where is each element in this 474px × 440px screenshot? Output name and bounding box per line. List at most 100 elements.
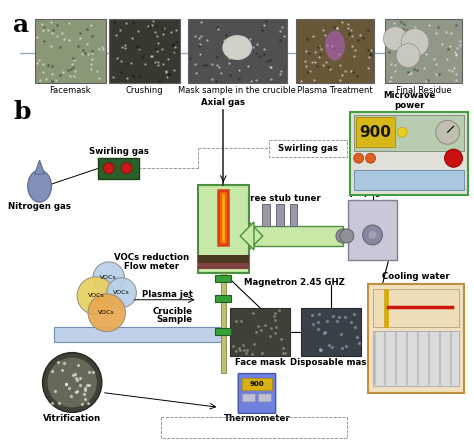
Point <box>162 68 170 75</box>
Text: Axial gas: Axial gas <box>201 99 246 107</box>
Point <box>275 307 283 314</box>
Point <box>54 359 62 366</box>
Point <box>430 56 438 63</box>
FancyBboxPatch shape <box>198 185 249 273</box>
FancyBboxPatch shape <box>373 289 459 326</box>
FancyBboxPatch shape <box>254 226 343 246</box>
Circle shape <box>396 44 420 67</box>
FancyBboxPatch shape <box>258 394 271 402</box>
Circle shape <box>365 153 375 163</box>
Circle shape <box>445 149 463 167</box>
Point <box>53 33 60 40</box>
FancyBboxPatch shape <box>188 18 287 84</box>
Point <box>122 19 130 26</box>
Point <box>360 34 367 41</box>
Point <box>326 66 333 73</box>
Point <box>250 341 257 348</box>
Point <box>214 61 221 68</box>
Point <box>391 37 398 44</box>
Point <box>98 44 106 51</box>
Point <box>49 26 57 33</box>
Point <box>82 396 89 403</box>
Point <box>308 311 315 318</box>
Point <box>82 387 89 394</box>
Polygon shape <box>240 222 254 250</box>
Point <box>404 27 412 34</box>
Point <box>68 61 76 68</box>
Point <box>315 311 323 318</box>
Text: Three stub tuner: Three stub tuner <box>238 194 321 203</box>
Point <box>314 319 321 326</box>
Point <box>47 42 55 49</box>
Point <box>147 52 155 59</box>
Point <box>73 387 81 394</box>
Point <box>403 26 411 33</box>
Text: Thermometer: Thermometer <box>224 414 290 423</box>
Point <box>142 60 149 67</box>
Point <box>276 27 284 34</box>
Point <box>368 51 375 59</box>
Point <box>314 62 321 70</box>
Point <box>117 26 124 33</box>
Ellipse shape <box>28 170 52 202</box>
Point <box>88 49 96 56</box>
Point <box>342 342 350 349</box>
Point <box>39 69 47 76</box>
Point <box>129 73 137 80</box>
Point <box>403 40 410 48</box>
Text: Microwave
power: Microwave power <box>383 91 435 110</box>
Point <box>164 55 172 62</box>
Point <box>411 44 419 51</box>
Point <box>173 39 181 46</box>
Point <box>258 350 266 357</box>
Point <box>341 67 349 74</box>
Point <box>453 51 460 58</box>
Point <box>65 36 73 43</box>
Point <box>337 76 344 83</box>
Point <box>124 74 131 81</box>
Point <box>214 26 221 33</box>
FancyBboxPatch shape <box>242 378 272 390</box>
Point <box>236 75 243 82</box>
Point <box>237 317 245 324</box>
Point <box>118 44 126 51</box>
Point <box>71 68 78 75</box>
Point <box>67 393 74 400</box>
Point <box>253 40 260 47</box>
Point <box>353 333 361 340</box>
Point <box>153 22 160 29</box>
Point <box>324 64 331 71</box>
Text: Disposable mask: Disposable mask <box>290 358 372 367</box>
Circle shape <box>436 120 459 144</box>
Point <box>255 322 262 329</box>
Circle shape <box>340 229 354 243</box>
FancyBboxPatch shape <box>276 204 283 226</box>
Circle shape <box>397 127 407 137</box>
Point <box>47 18 55 25</box>
Point <box>71 370 79 377</box>
Point <box>38 20 46 27</box>
Point <box>33 59 41 66</box>
Point <box>336 50 343 57</box>
Point <box>262 18 270 25</box>
Point <box>433 61 440 68</box>
FancyBboxPatch shape <box>373 330 459 386</box>
Point <box>35 56 43 63</box>
Point <box>261 322 269 329</box>
Point <box>78 50 86 57</box>
Point <box>323 317 330 324</box>
Point <box>48 29 55 37</box>
Point <box>226 71 234 78</box>
Point <box>89 56 96 63</box>
Point <box>138 53 146 60</box>
Point <box>365 65 372 72</box>
Point <box>317 45 325 52</box>
Point <box>95 46 103 53</box>
FancyBboxPatch shape <box>238 374 276 414</box>
Point <box>128 35 136 42</box>
Point <box>196 50 203 57</box>
Point <box>191 61 199 68</box>
Point <box>338 72 346 79</box>
FancyBboxPatch shape <box>354 115 465 151</box>
Point <box>351 53 358 60</box>
